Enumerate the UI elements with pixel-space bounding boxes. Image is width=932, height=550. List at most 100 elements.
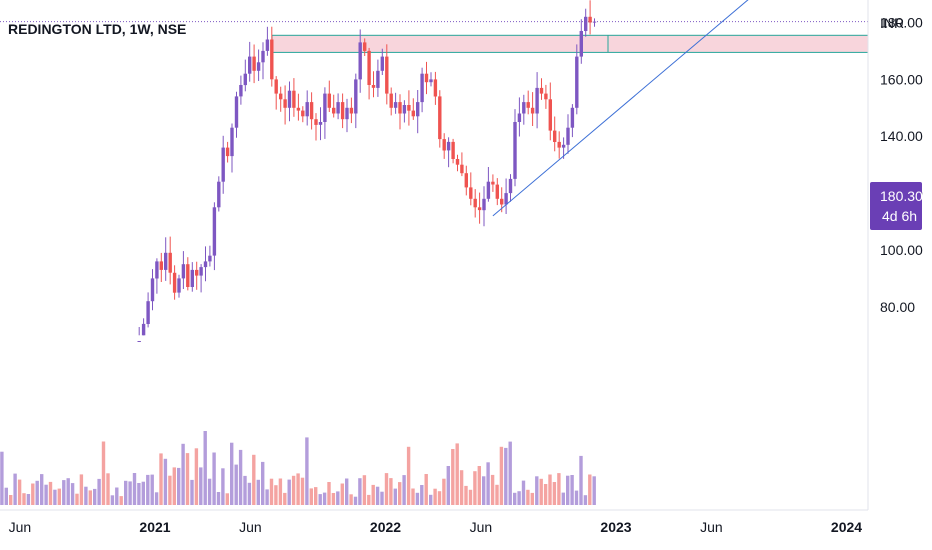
volume-bar (225, 493, 229, 505)
volume-bar (543, 484, 548, 505)
candle-body (345, 107, 349, 120)
volume-bar (194, 448, 199, 505)
volume-bar (345, 478, 349, 505)
candle-body (522, 102, 526, 114)
volume-bar (336, 491, 340, 505)
volume-bar (48, 481, 53, 505)
chart-title: REDINGTON LTD, 1W, NSE (8, 21, 186, 37)
candle-body (553, 130, 557, 142)
candle-body (190, 269, 194, 287)
volume-bar (75, 493, 79, 505)
candle-body (336, 102, 340, 114)
volume-bar (398, 482, 402, 505)
volume-bar (353, 496, 358, 505)
candle-body (500, 198, 504, 205)
candle-body (482, 198, 486, 211)
volume-bar (124, 480, 128, 505)
volume-bar (84, 486, 88, 505)
candle-body (433, 79, 438, 97)
candle-body (186, 264, 190, 287)
price-tag-value: 180.30 (880, 188, 923, 204)
candle-body (252, 56, 256, 71)
volume-bar (548, 474, 552, 505)
y-tick-label: 100.00 (880, 242, 923, 258)
volume-bar (526, 489, 530, 505)
volume-bar (504, 447, 508, 505)
candle-body (287, 90, 292, 108)
volume-bar (93, 488, 97, 505)
volume-bar (177, 467, 181, 505)
volume-bar (296, 473, 300, 505)
volume-bar (0, 451, 4, 505)
x-tick-label: 2021 (139, 519, 170, 535)
candle-body (420, 73, 424, 103)
volume-bar (451, 449, 455, 505)
candle-body (570, 107, 575, 128)
candle-body (442, 139, 446, 151)
volume-bar (26, 494, 31, 505)
price-tag-countdown: 4d 6h (882, 208, 917, 224)
volume-bar (406, 446, 411, 505)
volume-bar (115, 487, 119, 505)
volume-bar (62, 480, 66, 505)
candle-body (385, 56, 389, 94)
candle-body (243, 73, 247, 86)
volume-bar (40, 474, 44, 505)
trendline[interactable] (492, 0, 842, 217)
volume-bar (168, 475, 172, 505)
candle-body (279, 93, 283, 100)
x-tick-label: Jun (9, 519, 32, 535)
candle-body (150, 278, 155, 302)
candle-body (557, 141, 561, 148)
volume-bar (358, 478, 362, 505)
candle-body (504, 193, 508, 205)
volume-bar (561, 492, 565, 505)
candle-body (517, 113, 522, 122)
volume-bar (9, 495, 13, 505)
candle-body (491, 181, 495, 185)
volume-bar (322, 492, 327, 505)
candle-body (402, 105, 407, 114)
volume-bar (535, 476, 539, 505)
volume-bar (424, 474, 428, 505)
candle-body (168, 252, 172, 273)
candle-body (349, 107, 354, 114)
volume-bar (278, 478, 283, 505)
candle-body (469, 187, 473, 199)
candle-body (318, 122, 323, 125)
candle-body (274, 79, 278, 94)
candle-body (332, 107, 336, 114)
candle-body (495, 184, 499, 199)
candle-body (376, 70, 380, 88)
candle-body (389, 93, 393, 108)
candle-body (199, 267, 203, 276)
volume-bar (146, 474, 150, 505)
candle-body (239, 85, 243, 97)
price-tag: 180.30 4d 6h (870, 182, 923, 230)
candle-body (588, 16, 592, 23)
volume-bar (141, 481, 145, 505)
candle-body (327, 93, 331, 108)
volume-bar (17, 479, 22, 505)
candle-body (265, 39, 270, 51)
candle-body (464, 173, 468, 188)
candle-body (230, 127, 234, 157)
volume-bar (415, 492, 420, 505)
candle-body (323, 93, 327, 122)
volume-bar (238, 449, 243, 505)
volume-bar (420, 485, 424, 505)
candle-body (221, 147, 225, 182)
volume-bar (70, 483, 75, 505)
volume-bar (433, 488, 437, 505)
volume-bar (327, 482, 331, 505)
candle-body (429, 79, 433, 83)
candle-layer (137, 0, 597, 342)
candle-body (305, 102, 309, 117)
candle-body (248, 56, 252, 74)
volume-bar (393, 488, 397, 505)
y-tick-label: 140.00 (880, 128, 923, 144)
volume-bar (411, 488, 415, 505)
price-tag-bg (870, 182, 922, 230)
candle-body (283, 99, 287, 108)
